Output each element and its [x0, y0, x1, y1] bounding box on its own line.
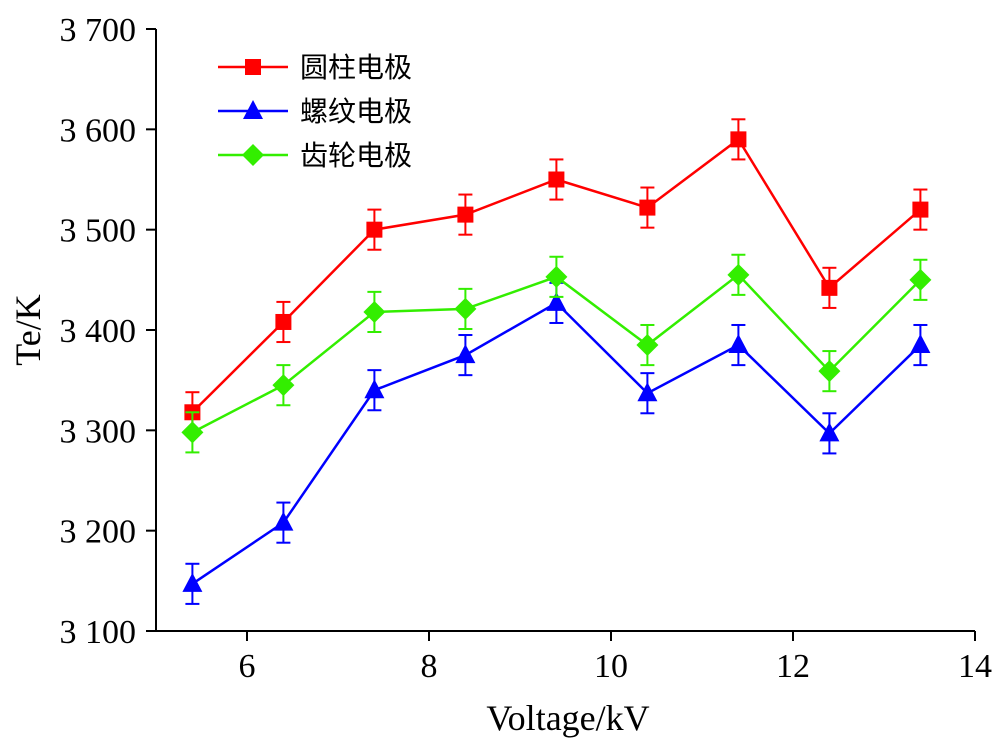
data-point — [455, 344, 476, 364]
data-point — [909, 268, 932, 291]
legend-label: 螺纹电极 — [300, 95, 412, 128]
data-point — [275, 313, 292, 330]
data-point — [363, 300, 386, 323]
series-3 — [181, 253, 932, 454]
data-point — [366, 221, 383, 238]
data-point — [457, 206, 474, 223]
x-tick-label: 12 — [776, 648, 810, 685]
y-axis-title: Te/K — [8, 294, 48, 365]
series-layer — [181, 118, 932, 605]
series-line — [191, 301, 922, 585]
data-point — [273, 511, 294, 531]
data-point — [639, 199, 656, 216]
y-tick-label: 3 300 — [60, 413, 137, 450]
data-point — [819, 422, 840, 442]
data-point — [364, 379, 385, 399]
x-tick-label: 10 — [594, 648, 628, 685]
legend-marker — [245, 59, 261, 75]
legend-marker — [243, 100, 263, 119]
data-point — [181, 421, 204, 444]
data-point — [821, 279, 838, 296]
x-tick-label: 14 — [958, 648, 992, 685]
data-point — [637, 382, 658, 402]
data-point — [818, 360, 841, 383]
series-2 — [182, 281, 931, 605]
axes: 3 100 3 200 3 300 3 400 3 500 3 600 3 700 6 8 10 1… — [60, 12, 993, 685]
data-point — [910, 334, 931, 354]
y-tick-label: 3 600 — [60, 112, 137, 149]
x-tick-label: 6 — [239, 648, 256, 685]
y-tick-label: 3 500 — [60, 213, 137, 250]
data-point — [182, 572, 203, 592]
data-point — [636, 334, 659, 357]
legend-item-2: 螺纹电极 — [218, 95, 412, 128]
y-tick-label: 3 400 — [60, 313, 137, 350]
x-tick-label: 8 — [421, 648, 438, 685]
y-tick-label: 3 200 — [60, 514, 137, 551]
data-point — [545, 265, 568, 288]
data-point — [728, 334, 749, 354]
x-axis-title: Voltage/kV — [486, 698, 649, 738]
data-point — [546, 291, 567, 311]
data-point — [548, 171, 565, 188]
series-1 — [184, 118, 929, 434]
legend-marker — [242, 144, 264, 166]
data-point — [727, 263, 750, 286]
legend-label: 齿轮电极 — [300, 139, 412, 172]
y-tick-label: 3 100 — [60, 614, 137, 651]
legend-item-3: 齿轮电极 — [218, 139, 412, 172]
y-tick-label: 3 700 — [60, 12, 137, 49]
data-point — [912, 201, 929, 218]
legend-item-1: 圆柱电极 — [218, 51, 412, 84]
data-point — [272, 374, 295, 397]
data-point — [454, 297, 477, 320]
legend-label: 圆柱电极 — [300, 51, 412, 84]
data-point — [730, 131, 747, 148]
